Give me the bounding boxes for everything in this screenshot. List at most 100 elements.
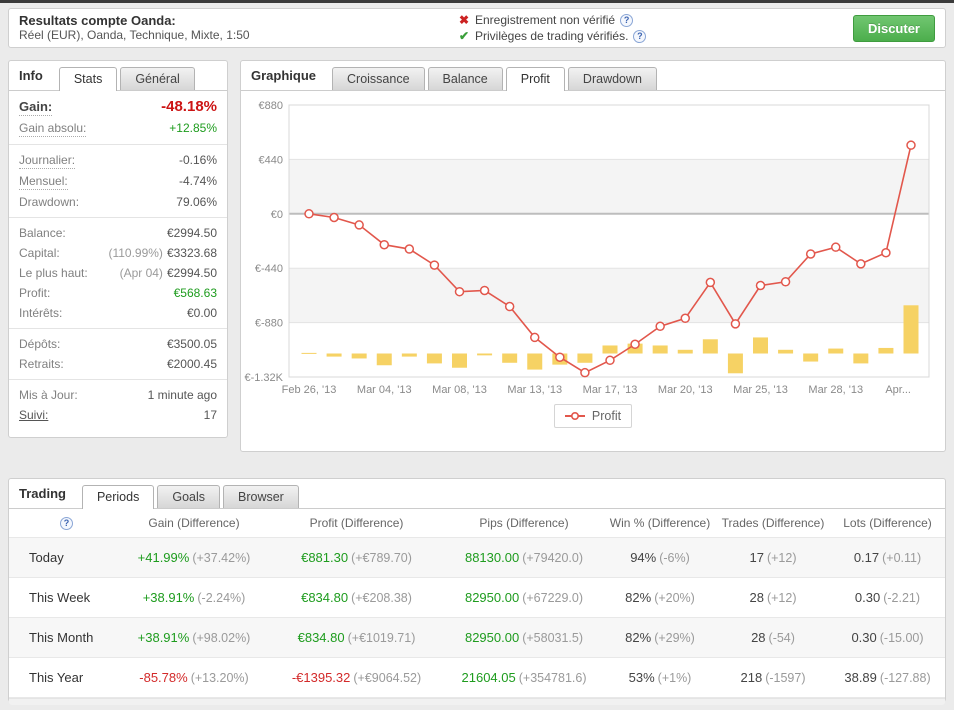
cell-difference: (-2.24%)	[197, 591, 246, 605]
y-axis-tick: €880	[259, 100, 283, 112]
cell-difference: (+€1019.71)	[347, 631, 416, 645]
account-title: Resultats compte Oanda:	[19, 13, 176, 28]
volume-bar	[376, 353, 392, 366]
tab-croissance[interactable]: Croissance	[332, 67, 425, 90]
stat-value: €2994.50	[166, 226, 217, 240]
data-point-marker[interactable]	[404, 244, 415, 254]
help-icon[interactable]: ?	[60, 517, 73, 530]
cell-difference: (-2.21)	[883, 591, 921, 605]
stat-value: 17	[203, 408, 217, 422]
period-label: This Month	[9, 617, 119, 658]
help-icon[interactable]: ?	[620, 13, 634, 27]
trading-panel-header: Trading Periods Goals Browser	[9, 479, 945, 509]
volume-bar	[502, 353, 518, 363]
data-point-marker[interactable]	[304, 209, 314, 219]
data-point-marker[interactable]	[655, 321, 665, 332]
data-point-marker[interactable]	[429, 260, 440, 270]
discuss-button[interactable]: Discuter	[852, 14, 935, 42]
data-point-marker[interactable]	[630, 339, 640, 349]
cell-value: 82950.00	[464, 590, 520, 605]
stat-label[interactable]: Suivi:	[19, 408, 49, 422]
data-point-marker[interactable]	[730, 319, 741, 329]
data-point-marker[interactable]	[479, 285, 490, 296]
profit-series-icon	[564, 411, 585, 421]
cell-difference: (+1%)	[657, 671, 692, 685]
data-point-marker[interactable]	[705, 277, 716, 288]
table-cell: 0.30 (-15.00)	[830, 617, 945, 658]
stat-value: -48.18%	[161, 98, 217, 115]
tab-profit[interactable]: Profit	[505, 67, 565, 91]
cell-value: 53%	[628, 670, 655, 685]
period-label: Today	[9, 537, 119, 578]
cell-value: €881.30	[301, 550, 349, 565]
badge-text: Enregistrement non vérifié	[475, 13, 616, 27]
info-panel: Info Stats Général Gain: -48.18% Gain absol…	[8, 60, 228, 438]
volume-bar	[602, 345, 618, 354]
tab-drawdown[interactable]: Drawdown	[567, 67, 657, 90]
stat-label: Retraits:	[19, 357, 64, 371]
table-cell: €881.30 (+€789.70)	[269, 537, 444, 578]
data-point-marker[interactable]	[580, 367, 590, 378]
volume-bar	[878, 347, 894, 354]
stat-value: (110.99%) €3323.68	[108, 246, 217, 260]
data-point-marker[interactable]	[755, 280, 766, 291]
table-cell: €834.80 (+€1019.71)	[269, 617, 444, 658]
volume-bar	[853, 353, 869, 364]
cell-value: -€1395.32	[291, 670, 351, 685]
help-icon[interactable]: ?	[633, 29, 647, 43]
data-point-marker[interactable]	[555, 352, 565, 362]
cell-difference: (+29%)	[654, 631, 695, 645]
cell-value: €834.80	[301, 590, 349, 605]
chart-legend-row: Profit	[241, 404, 945, 428]
data-point-marker[interactable]	[780, 277, 791, 287]
data-point-marker[interactable]	[605, 355, 615, 366]
data-point-marker[interactable]	[454, 286, 465, 297]
data-point-marker[interactable]	[906, 140, 916, 150]
data-point-marker[interactable]	[881, 247, 891, 258]
table-row: Today +41.99% (+37.42%) €881.30 (+€789.70) 88…	[9, 537, 945, 578]
cell-value: 0.30	[851, 630, 877, 645]
cell-difference: (+€789.70)	[351, 551, 412, 565]
stat-value-prefix: (Apr 04)	[119, 266, 163, 280]
section-divider	[9, 328, 227, 329]
cell-difference: (+98.02%)	[192, 631, 251, 645]
cell-value: 21604.05	[461, 670, 516, 685]
cell-difference: (-6%)	[659, 551, 690, 565]
data-point-marker[interactable]	[530, 332, 540, 343]
data-point-marker[interactable]	[354, 220, 364, 230]
tab-balance[interactable]: Balance	[427, 67, 503, 90]
profit-chart[interactable]: €880 €440 €0 €-440 €-880 €-1.32K Feb 26, '13 Ma…	[241, 91, 945, 402]
stat-row: Le plus haut: (Apr 04) €2994.50	[9, 263, 227, 283]
tab-goals[interactable]: Goals	[157, 485, 220, 508]
volume-bar	[677, 349, 693, 354]
tab-général[interactable]: Général	[120, 67, 195, 90]
tab-periods[interactable]: Periods	[81, 485, 155, 509]
cell-value: 82%	[625, 630, 652, 645]
stat-label[interactable]: Mensuel:	[19, 174, 68, 190]
data-point-marker[interactable]	[831, 242, 841, 252]
column-header: Win % (Difference)	[604, 509, 716, 538]
stat-label: Dépôts:	[19, 337, 61, 351]
stat-label[interactable]: Gain absolu:	[19, 121, 87, 137]
volume-bar	[778, 349, 794, 354]
data-point-marker[interactable]	[329, 212, 339, 223]
table-cell: €834.80 (+€208.38)	[269, 577, 444, 618]
chart-panel-title: Graphique	[251, 68, 317, 83]
data-point-marker[interactable]	[680, 313, 690, 324]
tab-browser[interactable]: Browser	[223, 485, 299, 508]
chart-legend[interactable]: Profit	[553, 404, 633, 428]
data-point-marker[interactable]	[805, 249, 816, 259]
data-point-marker[interactable]	[856, 259, 866, 269]
stat-label[interactable]: Gain:	[19, 99, 53, 116]
stat-label[interactable]: Journalier:	[19, 153, 76, 169]
trading-panel-title: Trading	[19, 486, 66, 501]
volume-bar	[702, 339, 718, 354]
data-point-marker[interactable]	[504, 301, 515, 312]
volume-bar	[727, 353, 743, 374]
data-point-marker[interactable]	[379, 239, 389, 250]
period-label: This Week	[9, 577, 119, 618]
tab-stats[interactable]: Stats	[58, 67, 118, 91]
cell-difference: (+354781.6)	[518, 671, 587, 685]
x-axis-tick: Feb 26, '13	[282, 384, 337, 396]
